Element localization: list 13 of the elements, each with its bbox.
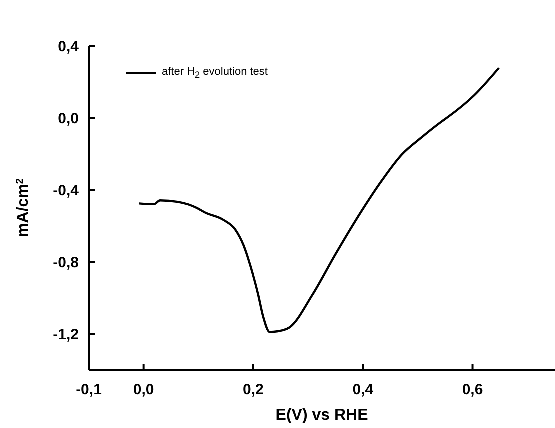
x-tick-label: 0,0 <box>133 382 154 399</box>
line-series <box>138 67 500 334</box>
y-tick-label: 0,0 <box>58 110 79 128</box>
x-tick-label: 0,2 <box>243 382 264 399</box>
y-tick-label: 0,4 <box>58 38 80 56</box>
x-tick-label: 0,4 <box>352 382 374 399</box>
x-tick-label: 0,6 <box>462 382 484 399</box>
y-tick-label: -1,2 <box>53 326 79 344</box>
legend-label: after H$_{2}$ evolution test <box>162 66 268 80</box>
y-tick-label: -0,4 <box>53 182 80 200</box>
x-tick-label: -0,1 <box>76 382 102 399</box>
y-tick-label: -0,8 <box>53 254 79 272</box>
x-axis-title: E(V) vs RHE <box>276 407 369 424</box>
